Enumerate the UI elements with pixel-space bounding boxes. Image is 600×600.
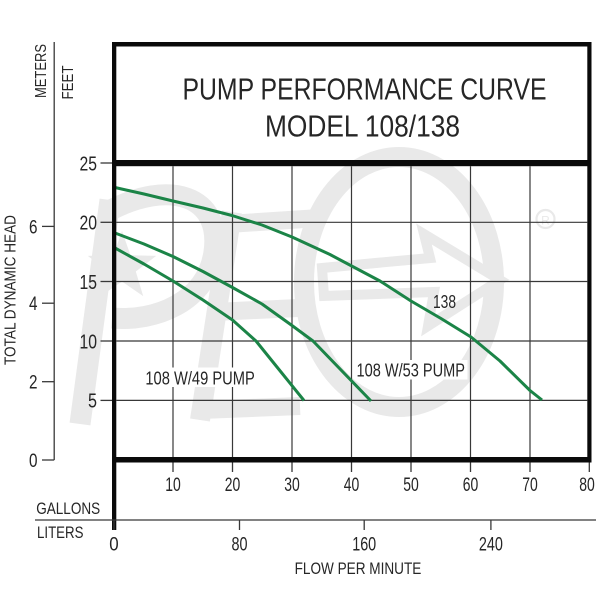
svg-text:R: R <box>541 214 550 228</box>
svg-text:METERS: METERS <box>33 44 50 98</box>
svg-text:0: 0 <box>109 534 119 556</box>
svg-text:4: 4 <box>29 294 38 315</box>
svg-text:MODEL 108/138: MODEL 108/138 <box>265 109 460 144</box>
svg-text:2: 2 <box>29 373 38 394</box>
svg-text:FLOW PER MINUTE: FLOW PER MINUTE <box>295 560 422 578</box>
svg-text:10: 10 <box>80 331 98 353</box>
svg-text:10: 10 <box>165 475 181 496</box>
svg-text:80: 80 <box>232 534 248 556</box>
svg-text:40: 40 <box>344 475 360 496</box>
svg-text:5: 5 <box>88 391 97 413</box>
svg-text:108 W/49 PUMP: 108 W/49 PUMP <box>145 367 254 388</box>
svg-text:GALLONS: GALLONS <box>36 500 100 518</box>
svg-text:FEET: FEET <box>60 65 77 99</box>
svg-text:138: 138 <box>433 291 456 312</box>
svg-text:160: 160 <box>352 534 376 556</box>
svg-text:25: 25 <box>80 153 98 175</box>
svg-text:LITERS: LITERS <box>37 524 84 542</box>
svg-text:108 W/53 PUMP: 108 W/53 PUMP <box>357 360 466 381</box>
svg-text:0: 0 <box>29 451 38 472</box>
svg-text:20: 20 <box>225 475 241 496</box>
svg-text:6: 6 <box>29 217 38 238</box>
svg-text:30: 30 <box>284 475 300 496</box>
svg-text:70: 70 <box>522 475 538 496</box>
svg-text:PUMP PERFORMANCE CURVE: PUMP PERFORMANCE CURVE <box>183 71 547 106</box>
svg-text:15: 15 <box>80 272 98 294</box>
svg-text:240: 240 <box>479 534 503 556</box>
svg-text:20: 20 <box>80 213 98 235</box>
svg-text:60: 60 <box>463 475 479 496</box>
svg-text:50: 50 <box>403 475 419 496</box>
svg-text:TOTAL DYNAMIC HEAD: TOTAL DYNAMIC HEAD <box>3 215 20 365</box>
svg-text:80: 80 <box>579 475 595 496</box>
